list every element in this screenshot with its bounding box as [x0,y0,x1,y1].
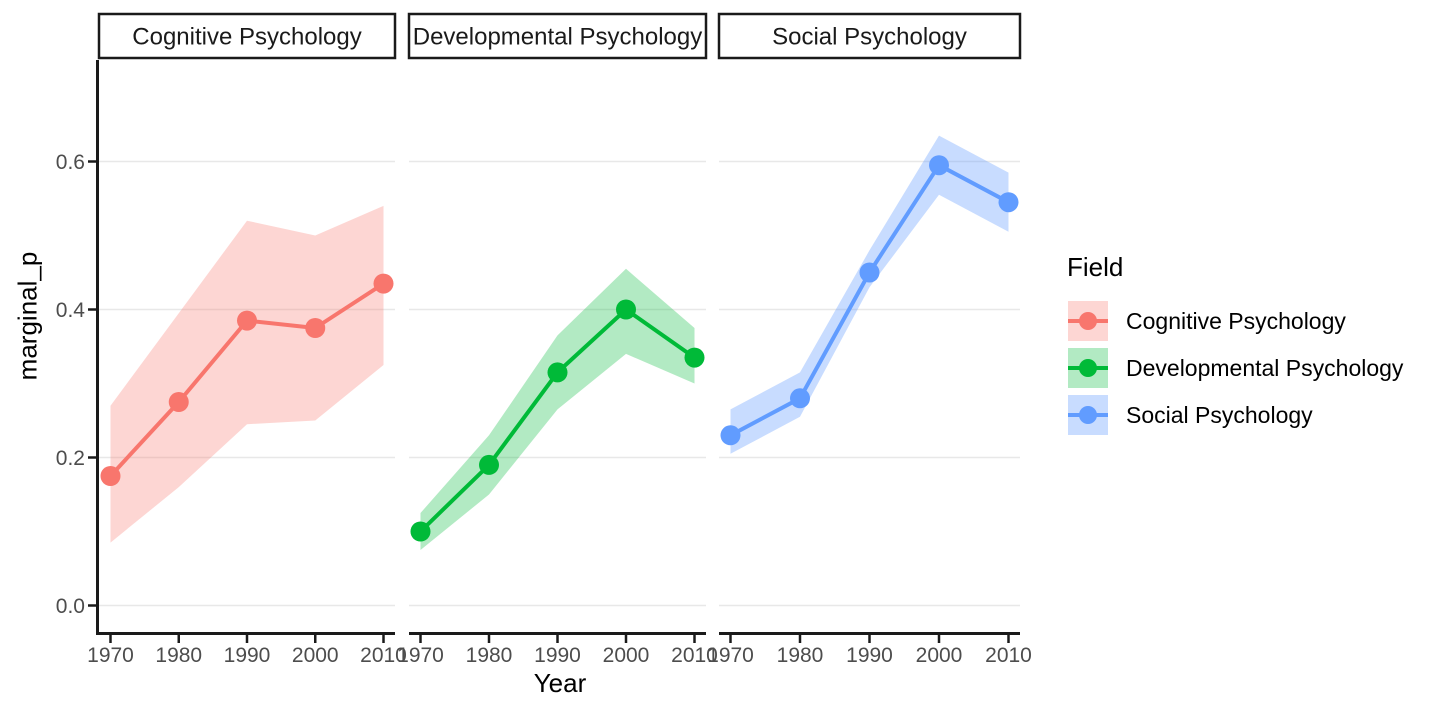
y-tick-label: 0.2 [56,447,85,470]
confidence-ribbon [730,135,1009,454]
x-tick-label: 2000 [292,644,339,667]
facet-strip [97,12,397,60]
x-axis-title: Year [533,668,587,698]
data-point [720,425,741,446]
x-tick-label: 2010 [671,644,718,667]
x-tick-label: 2000 [916,644,963,667]
data-point [100,466,121,486]
x-tick-label: 1970 [397,644,444,667]
confidence-ribbon [420,268,695,550]
facet-strip-label: Developmental Psychology [413,24,703,51]
data-point [616,299,636,320]
facet-strip-label: Social Psychology [772,24,967,51]
legend-label: Cognitive Psychology [1126,308,1346,334]
legend-key-point [1079,312,1097,330]
data-point [410,521,431,542]
data-point [859,262,880,283]
data-point [373,273,394,294]
data-point [168,392,189,412]
legend-key-point [1079,359,1097,377]
data-point [305,318,326,338]
x-tick-label: 1970 [707,644,754,667]
data-point [790,388,810,409]
y-tick-label: 0.4 [56,299,86,322]
facet-strip [717,12,1022,60]
data-point [237,310,257,331]
data-point [929,155,949,176]
x-tick-label: 2010 [985,644,1032,667]
facet-strip [407,12,708,60]
legend-label: Social Psychology [1126,402,1313,428]
x-tick-label: 1990 [224,644,271,667]
confidence-ribbon [110,205,384,543]
x-tick-label: 2010 [360,644,407,667]
data-point [547,362,568,383]
x-tick-label: 1970 [87,644,134,667]
facet-strip-label: Cognitive Psychology [132,24,361,51]
x-tick-label: 1990 [534,644,581,667]
legend-title: Field [1067,252,1124,282]
data-point [684,347,705,368]
x-tick-label: 1980 [466,644,513,667]
x-tick-label: 1980 [777,644,824,667]
x-tick-label: 1980 [155,644,202,667]
data-point [998,192,1019,213]
data-point [479,454,499,475]
x-tick-label: 1990 [846,644,893,667]
y-tick-label: 0.0 [56,595,85,618]
y-axis-title: marginal_p [12,251,43,381]
y-tick-label: 0.6 [56,151,85,174]
legend-key-point [1079,406,1097,424]
x-tick-label: 2000 [603,644,650,667]
legend-label: Developmental Psychology [1126,355,1404,381]
